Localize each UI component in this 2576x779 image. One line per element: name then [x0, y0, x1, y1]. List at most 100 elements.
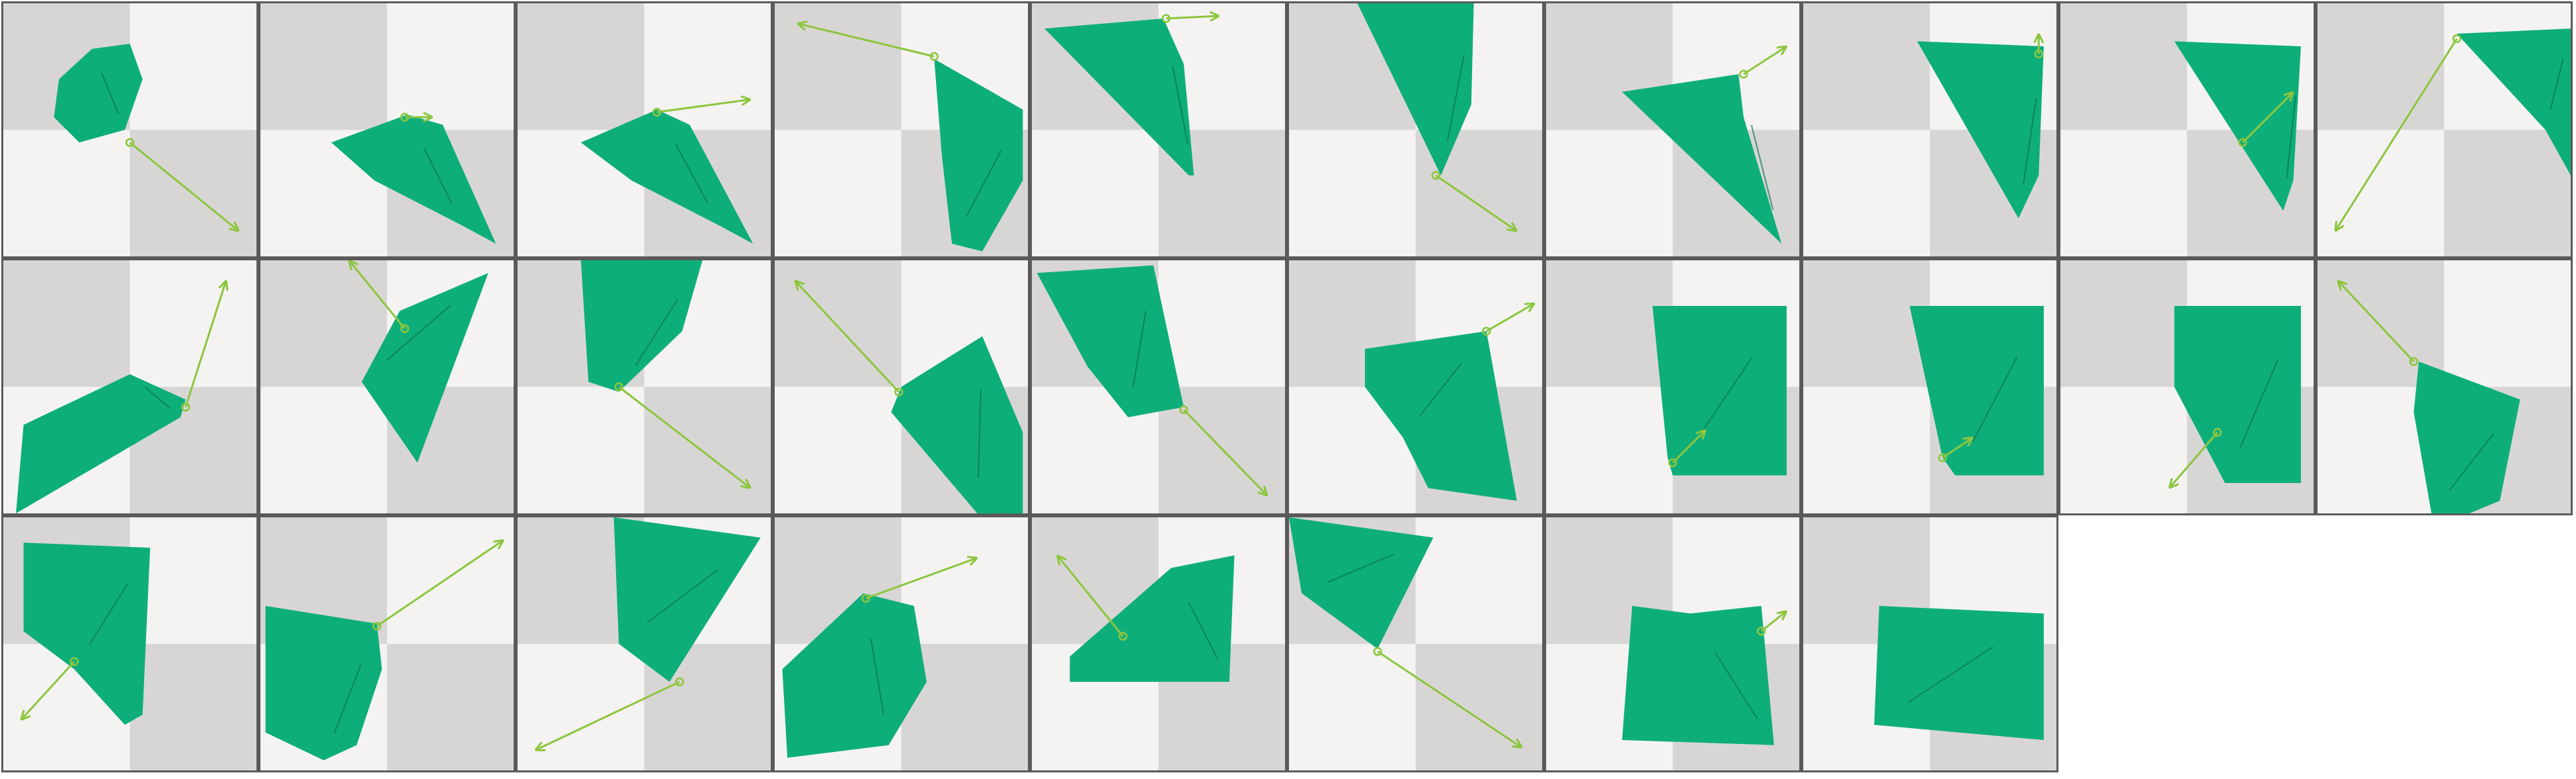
floor-tile	[387, 644, 514, 770]
arrow-head	[493, 538, 504, 543]
cloth-fold	[2286, 95, 2296, 178]
cloth-fold	[89, 583, 128, 646]
cloth-fold	[1446, 54, 1465, 141]
arrow-head	[1257, 491, 1268, 497]
floor-tile	[130, 644, 256, 770]
cloth-fold	[144, 387, 171, 410]
floor-tile	[387, 3, 514, 130]
frame-scene	[775, 517, 1028, 770]
frame-23	[516, 515, 773, 772]
frame-9	[2058, 1, 2316, 258]
grasp-point	[372, 621, 381, 631]
frame-3	[516, 1, 773, 258]
arrow-head	[1967, 437, 1974, 447]
cloth-fold	[1419, 362, 1462, 417]
pull-arrow	[656, 98, 751, 114]
arrow-head	[1510, 221, 1518, 232]
frame-scene	[3, 3, 256, 256]
cloth	[782, 593, 927, 758]
floor-tile	[260, 3, 387, 130]
grasp-point	[1937, 453, 1947, 463]
floor-tile	[1803, 130, 1930, 256]
cloth	[16, 374, 186, 513]
pull-arrow	[376, 539, 504, 627]
arrow-head	[2033, 33, 2040, 44]
floor-tile	[775, 130, 902, 256]
grasp-point	[894, 387, 904, 396]
frame-scene	[518, 3, 771, 256]
frame-scene	[1289, 3, 1542, 256]
frame-21	[1, 515, 258, 772]
frame-22	[258, 515, 516, 772]
cloth-fold	[870, 638, 884, 715]
floor-tile	[2318, 130, 2444, 256]
grasp-point	[400, 324, 410, 334]
grasp-point	[181, 402, 190, 412]
frame-scene	[260, 260, 514, 513]
arrow-head	[741, 98, 752, 106]
grasp-point	[614, 382, 623, 392]
arrow-head	[1524, 302, 1535, 305]
floor-tile	[901, 517, 1028, 644]
floor-tile	[518, 387, 644, 513]
floor-tile	[2444, 130, 2571, 256]
cloth-fold	[635, 299, 678, 366]
cloth	[1652, 305, 1787, 476]
floor-tile	[2060, 260, 2187, 387]
grasp-point	[125, 137, 135, 147]
frame-scene	[1032, 260, 1285, 513]
cloth	[54, 44, 143, 143]
frame-7	[1544, 1, 1801, 258]
pull-arrow	[2334, 38, 2458, 232]
frame-14	[773, 258, 1030, 515]
frame-12	[258, 258, 516, 515]
cloth	[1874, 606, 2044, 741]
arrow-head	[1528, 303, 1536, 313]
arrow-head	[2337, 279, 2348, 285]
cloth-fold	[965, 149, 1003, 217]
frame-11	[1, 258, 258, 515]
frame-scene	[518, 260, 771, 513]
pull-arrow	[1377, 650, 1523, 749]
arrow-head	[1263, 486, 1268, 496]
grasp-point	[1756, 626, 1766, 636]
arrow-head	[1776, 45, 1787, 49]
arrow-head	[1776, 610, 1787, 614]
cloth-fold	[1188, 601, 1219, 660]
frame-16	[1287, 258, 1544, 515]
frame-scene	[260, 3, 514, 256]
arrow-head	[422, 112, 434, 118]
floor-tile	[2060, 3, 2187, 130]
arrow-head	[1516, 738, 1523, 749]
floor-tile	[260, 387, 387, 513]
grasp-point	[1161, 14, 1171, 23]
arrow-head	[2283, 91, 2294, 96]
frame-scene	[3, 260, 256, 513]
floor-tile	[775, 260, 902, 387]
frame-scene	[260, 517, 514, 770]
arrow-head	[794, 280, 799, 291]
grasp-point	[1482, 326, 1491, 336]
pull-arrow	[184, 280, 227, 408]
frame-18	[1801, 258, 2058, 515]
floor-tile	[2318, 3, 2444, 130]
arrow-head	[1210, 15, 1220, 22]
frame-scene	[1289, 517, 1542, 770]
cloth	[580, 109, 754, 244]
frame-6	[1287, 1, 1544, 258]
cloth-fold	[1972, 356, 2018, 442]
pull-arrow	[2168, 431, 2218, 489]
grasp-point	[1668, 458, 1678, 468]
arrow-head	[422, 116, 434, 123]
arrow-head	[1701, 429, 1707, 440]
cloth	[1917, 41, 2044, 219]
arrow-head	[20, 715, 31, 721]
cloth	[362, 273, 488, 463]
floor-tile	[1803, 3, 1930, 130]
floor-tile	[3, 260, 130, 387]
pull-arrow	[794, 279, 900, 393]
frame-25	[1030, 515, 1287, 772]
floor-tile	[1415, 517, 1542, 644]
cloth-fold	[333, 664, 362, 733]
arrow-head	[740, 485, 751, 490]
